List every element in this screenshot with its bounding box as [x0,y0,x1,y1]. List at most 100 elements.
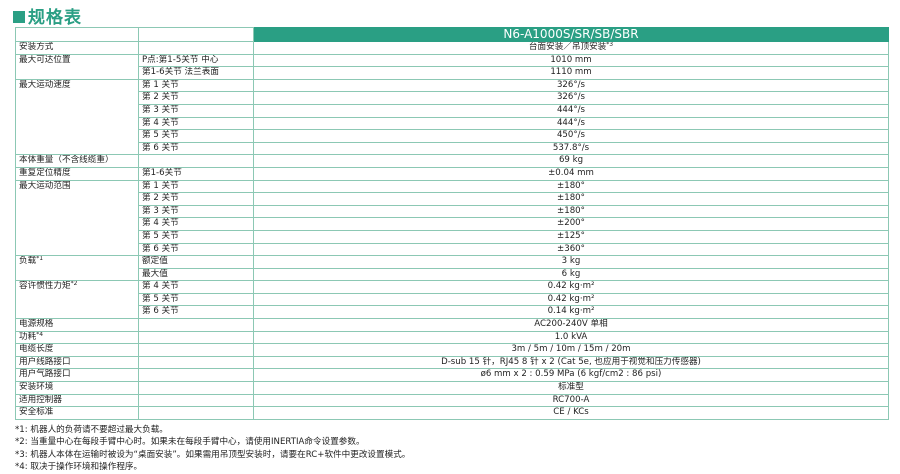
spec-value: ø6 mm x 2 : 0.59 MPa (6 kgf/cm2 : 86 psi… [253,368,889,383]
spec-row: 适用控制器 RC700-A [15,393,889,408]
group-label: 最大运动速度 [15,78,139,156]
footnote: *3: 机器人本体在运输时被设为“桌面安装”。如果需用吊顶型安装时，请要在RC+… [15,449,411,460]
label-text: 本体重量（不含线缆重） [19,155,114,166]
sub-label [138,381,254,395]
sub-label: 第 5 关节 [138,129,254,143]
group-label: 安装环境 [15,381,139,395]
value-text: 444°/s [556,117,586,128]
title-square [13,11,25,23]
spec-value: 444°/s [253,103,889,118]
spec-row: 第 6 关节 537.8°/s [16,141,889,156]
spec-row: 用户气路接口 ø6 mm x 2 : 0.59 MPa (6 kgf/cm2 : … [15,368,889,383]
spec-value: D-sub 15 针，RJ45 8 针 x 2 (Cat 5e, 也应用于视觉和… [253,355,889,370]
sub-label [138,154,254,168]
value-text: ±180° [557,193,585,204]
spec-row: 最大运动速度 第 1 关节 326°/s [15,78,889,156]
spec-row: 电缆长度 3m / 5m / 10m / 15m / 20m [15,343,889,357]
spec-row: 最大值 6 kg [16,267,889,282]
value-text: 0.42 kg·m² [547,293,595,304]
value-text: 台面安装／吊顶安装 [528,42,607,52]
spec-row: 第 6 关节 ±360° [16,242,889,257]
label-text: 安装方式 [19,42,54,52]
spec-row: 功耗*4 1.0 kVA [15,330,889,345]
footnote: *4: 取决于操作环境和操作程序。 [15,462,143,473]
spec-value: 326°/s [253,91,889,105]
label-text: 适用控制器 [19,394,62,405]
spec-row: 第 6 关节 0.14 kg·m² [16,305,889,320]
value-text: ±125° [557,230,585,241]
spec-row: 第1-6关节 法兰表面 1110 mm [16,66,889,80]
header-row: N6-A1000S/SR/SB/SBR [15,27,889,42]
group-label: 负载*1 [15,255,139,282]
value-text: 0.42 kg·m² [547,281,595,292]
value-text: 6 kg [561,268,581,279]
label-text: 用户线路接口 [19,356,71,367]
group-label: 最大可达位置 [15,53,139,80]
value-text: D-sub 15 针，RJ45 8 针 x 2 (Cat 5e, 也应用于视觉和… [441,356,701,367]
label-note: *4 [36,331,44,338]
value-text: 450°/s [556,130,586,141]
table-body: N6-A1000S/SR/SB/SBR 安装方式 台面安装／吊顶安装*3 最大可达位… [15,27,889,420]
value-text: 326°/s [556,92,586,103]
spec-value: RC700-A [253,393,889,408]
group-label: 用户线路接口 [15,355,139,370]
value-text: 69 kg [558,155,584,166]
spec-value: 450°/s [253,129,889,143]
label-text: 功耗 [19,331,37,342]
value-text: AC200-240V 单相 [534,319,608,330]
value-text: ±200° [557,218,585,229]
spec-value: ±125° [253,229,889,244]
spec-value: 标准型 [253,381,889,395]
value-text: 0.14 kg·m² [547,306,595,317]
spec-row: 第 5 关节 ±125° [16,229,889,244]
spec-value: 台面安装／吊顶安装*3 [253,41,889,55]
value-text: ±180° [557,205,585,216]
label-text: 最大运动范围 [19,180,71,191]
sub-label: 第 4 关节 [138,116,254,131]
label-text: 重复定位精度 [19,167,71,178]
value-text: ±360° [557,243,585,254]
spec-row: 容许惯性力矩*2 第 4 关节 0.42 kg·m² [15,280,889,320]
value-note: *3 [606,41,614,48]
empty-cell [138,27,254,42]
spec-value: ±200° [253,217,889,231]
sub-label: 第 2 关节 [138,91,254,105]
spec-row: 安全标准 CE / KCs [15,406,889,420]
sub-label [138,393,254,408]
label-note: *1 [36,255,44,263]
spec-value: AC200-240V 单相 [253,318,889,332]
label-text: 电源规格 [19,319,54,330]
spec-row: 安装环境 标准型 [15,381,889,395]
value-text: 1110 mm [550,67,592,78]
group-label: 电源规格 [15,318,139,332]
group-label: 功耗*4 [15,330,139,345]
sub-label [138,355,254,370]
section-title: 规格表 [13,3,82,28]
spec-value: 0.42 kg·m² [253,292,889,307]
spec-value: 444°/s [253,116,889,131]
spec-value: ±360° [253,242,889,257]
label-text: 安全标准 [19,407,54,418]
sub-label: 第 3 关节 [138,103,254,118]
spec-value: 69 kg [253,154,889,168]
value-text: 3 kg [561,256,581,267]
label-text: 电缆长度 [19,344,54,355]
empty-cell [15,27,139,42]
spec-row: 最大可达位置 P点:第1-5关节 中心 1010 mm [15,53,889,80]
spec-value: 3m / 5m / 10m / 15m / 20m [253,343,889,357]
sub-label [138,406,254,420]
spec-table: N6-A1000S/SR/SB/SBR 安装方式 台面安装／吊顶安装*3 最大可达位… [15,27,889,420]
spec-value: CE / KCs [253,406,889,420]
sub-label [138,41,254,55]
spec-row: 第 4 关节 444°/s [16,116,889,131]
group-label: 用户气路接口 [15,368,139,383]
sub-label: 第 3 关节 [138,204,254,219]
sub-label: 第 6 关节 [138,305,254,320]
spec-row: 第 3 关节 444°/s [16,103,889,118]
sub-label: 第 2 关节 [138,192,254,206]
label-text: 用户气路接口 [19,369,71,380]
sub-label: 最大值 [138,267,254,282]
group-label: 适用控制器 [15,393,139,408]
spec-row: 负载*1 额定值 3 kg [15,255,889,282]
